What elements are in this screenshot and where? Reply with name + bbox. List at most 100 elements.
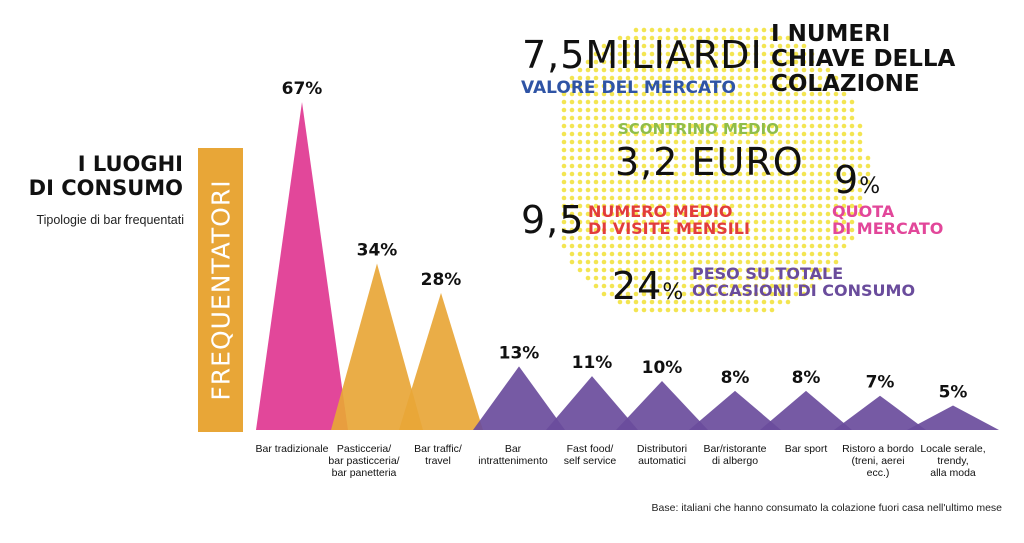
decoration-dot	[825, 155, 831, 161]
decoration-dot	[745, 147, 751, 153]
decoration-dot	[625, 211, 631, 217]
decoration-dot	[617, 163, 623, 169]
decoration-dot	[857, 131, 863, 137]
decoration-dot	[681, 179, 687, 185]
decoration-dot	[689, 243, 695, 249]
decoration-dot	[689, 291, 695, 297]
decoration-dot	[849, 163, 855, 169]
decoration-dot	[785, 235, 791, 241]
decoration-dot	[729, 115, 735, 121]
decoration-dot	[601, 171, 607, 177]
decoration-dot	[729, 131, 735, 137]
decoration-dot	[617, 99, 623, 105]
decoration-dot	[601, 147, 607, 153]
decoration-dot	[761, 219, 767, 225]
decoration-dot	[569, 147, 575, 153]
decoration-dot	[681, 147, 687, 153]
decoration-dot	[641, 67, 647, 73]
decoration-dot	[673, 299, 679, 305]
decoration-dot	[649, 99, 655, 105]
weight-value: 24%	[612, 264, 684, 308]
decoration-dot	[601, 291, 607, 297]
decoration-dot	[585, 67, 591, 73]
decoration-dot	[753, 163, 759, 169]
decoration-dot	[785, 75, 791, 81]
decoration-dot	[761, 163, 767, 169]
decoration-dot	[697, 67, 703, 73]
decoration-dot	[649, 131, 655, 137]
decoration-dot	[841, 195, 847, 201]
decoration-dot	[713, 219, 719, 225]
decoration-dot	[673, 179, 679, 185]
decoration-dot	[825, 139, 831, 145]
value-label-3: 28%	[421, 270, 462, 290]
decoration-dot	[657, 107, 663, 113]
decoration-dot	[649, 203, 655, 209]
decoration-dot	[721, 107, 727, 113]
decoration-dot	[665, 275, 671, 281]
decoration-dot	[657, 155, 663, 161]
decoration-dot	[721, 131, 727, 137]
decoration-dot	[705, 211, 711, 217]
decoration-dot	[609, 211, 615, 217]
receipt-label: SCONTRINO MEDIO	[618, 120, 779, 138]
decoration-dot	[833, 163, 839, 169]
decoration-dot	[753, 251, 759, 257]
decoration-dot	[649, 227, 655, 233]
decoration-dot	[593, 179, 599, 185]
decoration-dot	[665, 59, 671, 65]
decoration-dot	[569, 139, 575, 145]
decoration-dot	[729, 203, 735, 209]
decoration-dot	[745, 67, 751, 73]
decoration-dot	[841, 211, 847, 217]
decoration-dot	[665, 219, 671, 225]
decoration-dot	[769, 67, 775, 73]
decoration-dot	[617, 219, 623, 225]
decoration-dot	[817, 227, 823, 233]
decoration-dot	[697, 123, 703, 129]
decoration-dot	[761, 291, 767, 297]
decoration-dot	[569, 203, 575, 209]
decoration-dot	[713, 123, 719, 129]
decoration-dot	[817, 83, 823, 89]
decoration-dot	[721, 67, 727, 73]
decoration-dot	[601, 203, 607, 209]
decoration-dot	[785, 187, 791, 193]
decoration-dot	[713, 139, 719, 145]
decoration-dot	[673, 291, 679, 297]
decoration-dot	[777, 267, 783, 273]
decoration-dot	[825, 243, 831, 249]
decoration-dot	[593, 115, 599, 121]
decoration-dot	[561, 115, 567, 121]
decoration-dot	[585, 211, 591, 217]
decoration-dot	[841, 115, 847, 121]
decoration-dot	[777, 219, 783, 225]
decoration-dot	[681, 291, 687, 297]
decoration-dot	[625, 243, 631, 249]
decoration-dot	[737, 171, 743, 177]
decoration-dot	[601, 275, 607, 281]
decoration-dot	[633, 67, 639, 73]
decoration-dot	[833, 99, 839, 105]
decoration-dot	[681, 107, 687, 113]
decoration-dot	[689, 147, 695, 153]
decoration-dot	[729, 67, 735, 73]
decoration-dot	[689, 267, 695, 273]
decoration-dot	[801, 259, 807, 265]
decoration-dot	[633, 235, 639, 241]
decoration-dot	[833, 195, 839, 201]
decoration-dot	[673, 107, 679, 113]
decoration-dot	[817, 131, 823, 137]
decoration-dot	[657, 179, 663, 185]
decoration-dot	[777, 147, 783, 153]
decoration-dot	[705, 235, 711, 241]
decoration-dot	[689, 91, 695, 97]
decoration-dot	[841, 179, 847, 185]
decoration-dot	[785, 251, 791, 257]
decoration-dot	[761, 259, 767, 265]
decoration-dot	[689, 107, 695, 113]
decoration-dot	[769, 291, 775, 297]
bar-mark-6	[616, 381, 708, 430]
decoration-dot	[721, 99, 727, 105]
decoration-dot	[777, 83, 783, 89]
